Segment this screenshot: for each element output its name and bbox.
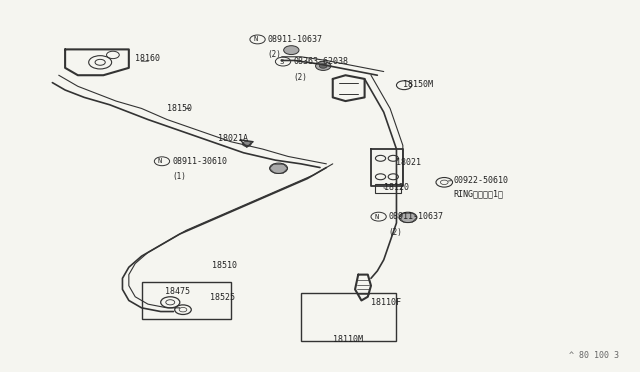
Text: 08911-30610: 08911-30610	[172, 157, 227, 166]
Circle shape	[243, 141, 251, 147]
Text: (2): (2)	[293, 73, 307, 81]
Circle shape	[399, 212, 417, 222]
Circle shape	[319, 64, 327, 68]
Text: 18160: 18160	[135, 54, 160, 63]
Text: 18021: 18021	[396, 157, 422, 167]
Text: 18110F: 18110F	[371, 298, 401, 307]
Text: 18510: 18510	[212, 261, 237, 270]
Circle shape	[269, 163, 287, 173]
Text: (2): (2)	[268, 51, 282, 60]
Circle shape	[284, 46, 299, 55]
Text: N: N	[158, 158, 162, 164]
Circle shape	[316, 62, 331, 70]
Text: 08911-10637: 08911-10637	[389, 212, 444, 221]
Text: S: S	[279, 58, 284, 65]
Text: N: N	[253, 36, 258, 42]
Text: ^ 80 100 3: ^ 80 100 3	[570, 350, 620, 359]
Text: 18150: 18150	[167, 104, 192, 113]
Text: 18525: 18525	[211, 293, 236, 302]
Text: 18475: 18475	[164, 287, 189, 296]
Text: RINGリンク（1）: RINGリンク（1）	[454, 190, 504, 199]
Text: 08911-10637: 08911-10637	[268, 35, 323, 44]
Bar	[376, 184, 401, 193]
Text: 08363-62038: 08363-62038	[293, 57, 348, 66]
Text: 18110M: 18110M	[333, 335, 363, 344]
Text: 18021A: 18021A	[218, 134, 248, 142]
Text: (1): (1)	[172, 172, 186, 181]
Text: 00922-50610: 00922-50610	[454, 176, 509, 185]
Text: 18120: 18120	[384, 183, 409, 192]
Text: N: N	[374, 214, 379, 219]
Bar	[301, 293, 396, 341]
Bar	[141, 282, 231, 319]
Text: (2): (2)	[389, 228, 403, 237]
Text: 18150M: 18150M	[403, 80, 433, 89]
